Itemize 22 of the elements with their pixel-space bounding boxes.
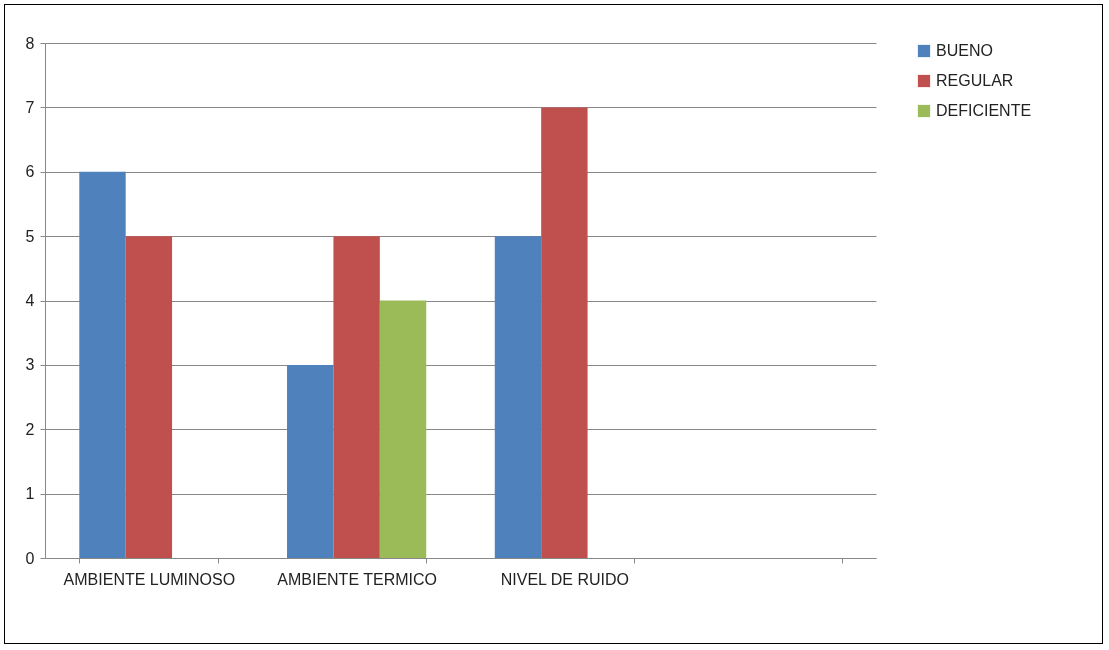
- y-tick-label: 4: [25, 292, 35, 309]
- bar: [333, 236, 380, 558]
- y-tick-label: 1: [25, 485, 35, 503]
- bar: [125, 236, 173, 558]
- legend-label: REGULAR: [936, 72, 1014, 89]
- legend-label: DEFICIENTE: [936, 102, 1032, 119]
- x-tick-label: AMBIENTE TERMICO: [277, 570, 437, 588]
- y-tick-label: 6: [25, 163, 35, 181]
- bar: [287, 364, 334, 558]
- bar: [541, 107, 588, 558]
- y-tick-label: 0: [25, 549, 35, 567]
- y-tick-label: 8: [25, 34, 35, 52]
- bar: [79, 171, 126, 558]
- bar: [494, 236, 542, 558]
- y-tick-label: 7: [25, 98, 35, 116]
- bar: [379, 300, 427, 558]
- x-tick-label: NIVEL DE RUIDO: [500, 570, 630, 588]
- x-tick-label: AMBIENTE LUMINOSO: [63, 570, 236, 588]
- legend-label: BUENO: [936, 42, 993, 59]
- y-tick-label: 2: [25, 420, 35, 438]
- y-tick-label: 3: [25, 356, 35, 374]
- y-tick-label: 5: [25, 227, 35, 245]
